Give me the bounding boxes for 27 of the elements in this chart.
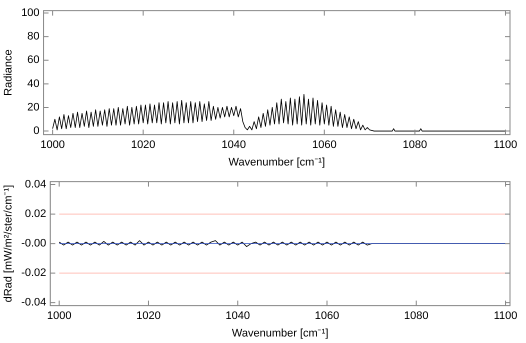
- y-tick-label: 0.02: [24, 208, 46, 220]
- x-tick-label: 1020: [136, 310, 161, 322]
- x-tick-label: 1100: [494, 139, 518, 152]
- x-tick-label: 1040: [222, 139, 246, 152]
- y-tick-label: 0: [33, 125, 40, 138]
- x-tick-label: 1080: [402, 139, 428, 152]
- x-tick-label: 1060: [312, 139, 337, 152]
- y-axis-title: dRad [mW/m²/ster/cm⁻¹]: [2, 184, 15, 302]
- y-tick-label: -0.02: [21, 267, 46, 280]
- y-tick-label: 60: [27, 54, 40, 66]
- x-tick-label: 1000: [46, 310, 72, 322]
- x-tick-label: 1040: [225, 310, 250, 322]
- x-tick-label: 1000: [40, 139, 65, 152]
- y-tick-label: -0.00: [21, 238, 46, 250]
- y-tick-label: 40: [27, 78, 40, 90]
- y-tick-label: 100: [21, 6, 40, 19]
- x-tick-label: 1060: [314, 310, 340, 322]
- x-tick-label: 1100: [494, 310, 518, 322]
- y-tick-label: -0.04: [21, 296, 46, 309]
- x-tick-label: 1080: [404, 310, 429, 322]
- y-tick-label: 0.04: [24, 178, 46, 191]
- y-axis-title: Radiance: [2, 49, 15, 96]
- y-tick-label: 80: [27, 30, 40, 43]
- x-axis-title: Wavenumber [cm⁻¹]: [228, 156, 326, 168]
- x-tick-label: 1020: [130, 139, 156, 152]
- x-axis-title: Wavenumber [cm⁻¹]: [232, 327, 328, 340]
- y-tick-label: 20: [27, 101, 40, 114]
